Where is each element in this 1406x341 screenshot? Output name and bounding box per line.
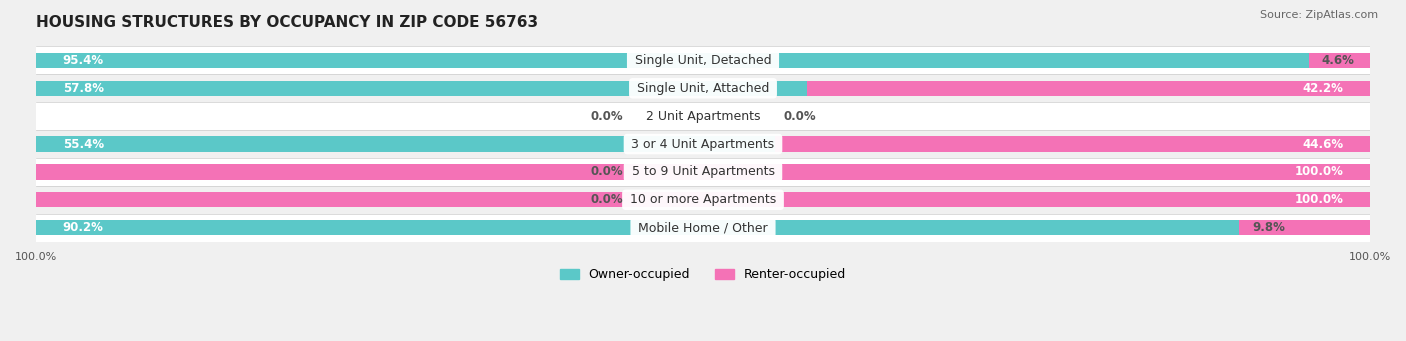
Bar <box>37 220 1239 235</box>
Text: 0.0%: 0.0% <box>591 110 623 123</box>
Text: Mobile Home / Other: Mobile Home / Other <box>634 221 772 234</box>
Bar <box>1239 220 1369 235</box>
Text: 57.8%: 57.8% <box>63 82 104 95</box>
Text: 95.4%: 95.4% <box>63 54 104 67</box>
Bar <box>1309 53 1369 68</box>
Text: 4.6%: 4.6% <box>1322 54 1355 67</box>
Bar <box>37 158 1369 186</box>
Bar <box>37 214 1369 242</box>
Text: 44.6%: 44.6% <box>1302 137 1343 150</box>
Text: 9.8%: 9.8% <box>1253 221 1285 234</box>
Bar <box>37 80 807 96</box>
Text: 90.2%: 90.2% <box>63 221 104 234</box>
Text: 55.4%: 55.4% <box>63 137 104 150</box>
Text: Single Unit, Attached: Single Unit, Attached <box>633 82 773 95</box>
Text: 0.0%: 0.0% <box>783 110 815 123</box>
Text: 5 to 9 Unit Apartments: 5 to 9 Unit Apartments <box>627 165 779 178</box>
Bar <box>37 74 1369 102</box>
Text: HOUSING STRUCTURES BY OCCUPANCY IN ZIP CODE 56763: HOUSING STRUCTURES BY OCCUPANCY IN ZIP C… <box>37 15 538 30</box>
Text: 10 or more Apartments: 10 or more Apartments <box>626 193 780 206</box>
Text: 3 or 4 Unit Apartments: 3 or 4 Unit Apartments <box>627 137 779 150</box>
Bar <box>37 186 1369 214</box>
Legend: Owner-occupied, Renter-occupied: Owner-occupied, Renter-occupied <box>555 263 851 286</box>
Text: 100.0%: 100.0% <box>1295 165 1343 178</box>
Text: 0.0%: 0.0% <box>591 193 623 206</box>
Bar <box>37 136 775 152</box>
Bar <box>807 80 1369 96</box>
Bar <box>37 46 1369 74</box>
Text: Source: ZipAtlas.com: Source: ZipAtlas.com <box>1260 10 1378 20</box>
Text: 42.2%: 42.2% <box>1302 82 1343 95</box>
Bar <box>37 192 1369 207</box>
Bar <box>37 164 1369 180</box>
Text: Single Unit, Detached: Single Unit, Detached <box>631 54 775 67</box>
Bar <box>775 136 1369 152</box>
Bar <box>37 53 1309 68</box>
Bar <box>37 102 1369 130</box>
Text: 0.0%: 0.0% <box>591 165 623 178</box>
Text: 100.0%: 100.0% <box>1295 193 1343 206</box>
Text: 2 Unit Apartments: 2 Unit Apartments <box>641 110 765 123</box>
Bar <box>37 130 1369 158</box>
